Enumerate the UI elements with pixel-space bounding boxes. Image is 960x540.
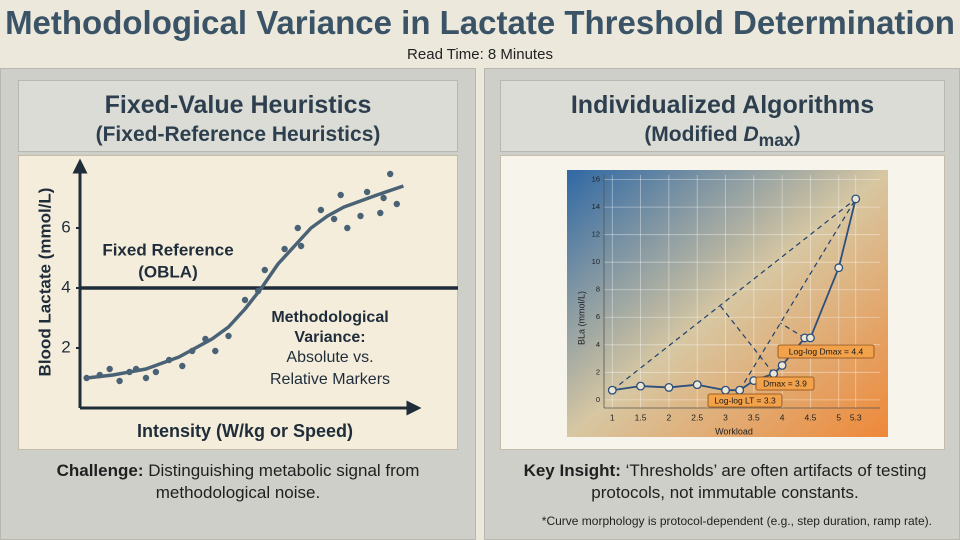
x-tick-label: 5 — [836, 412, 841, 422]
point — [344, 224, 351, 232]
panel-subheading: (Fixed-Reference Heuristics) — [95, 123, 381, 146]
point — [834, 263, 844, 273]
point — [281, 245, 288, 253]
point — [106, 365, 113, 373]
reference-label: (OBLA) — [138, 262, 197, 281]
y-tick-label: 16 — [592, 175, 600, 184]
point — [380, 194, 387, 202]
footer-text: Distinguishing metabolic signal from met… — [143, 461, 420, 502]
y-axis-label: BLa (mmol/L) — [576, 291, 586, 345]
footnote: *Curve morphology is protocol-dependent … — [541, 514, 932, 528]
annotation-box — [777, 344, 875, 359]
y-tick-label: 12 — [592, 230, 600, 239]
right-footer: Key Insight: ‘Thresholds’ are often arti… — [505, 460, 945, 504]
point — [387, 170, 394, 178]
point — [330, 215, 338, 223]
x-tick-label: 4.5 — [805, 412, 817, 422]
panel-heading: Individualized Algorithms — [570, 91, 875, 119]
y-tick-label: 2 — [596, 367, 600, 376]
footer-text: ‘Thresholds’ are often artifacts of test… — [591, 461, 927, 502]
annotation: Absolute vs. — [286, 349, 373, 366]
subheading-part: max — [758, 130, 794, 151]
point — [357, 212, 364, 220]
reference-label: Fixed Reference — [102, 240, 233, 259]
subheading-part: ) — [793, 123, 801, 146]
left-footer: Challenge: Distinguishing metabolic sign… — [18, 460, 458, 504]
point — [769, 369, 779, 379]
y-tick-label: 0 — [596, 395, 600, 404]
x-tick-label: 1 — [610, 412, 615, 422]
point — [212, 347, 219, 355]
subheading-part: D — [743, 123, 759, 146]
point — [851, 194, 861, 204]
point — [297, 242, 305, 250]
point — [636, 381, 646, 391]
title: Methodological Variance in Lactate Thres… — [5, 4, 955, 41]
point — [294, 224, 301, 232]
left-chart-area — [18, 155, 458, 450]
point — [805, 333, 815, 343]
x-tick-label: 1.5 — [635, 412, 647, 422]
panel-subheading: (Modified Dmax) — [501, 123, 944, 151]
y-tick-label: 8 — [596, 285, 600, 294]
y-axis-label: Blood Lactate (mmol/L) — [35, 188, 54, 377]
annotation: Variance: — [294, 329, 365, 346]
point — [337, 191, 344, 199]
construction-line — [739, 198, 857, 391]
y-tick-label: 4 — [596, 340, 600, 349]
y-tick-label: 2 — [61, 337, 70, 356]
point — [607, 385, 617, 395]
x-tick-label: 4 — [780, 412, 785, 422]
subtitle: Read Time: 8 Minutes — [407, 46, 553, 63]
x-axis-label: Workload — [715, 426, 753, 436]
point — [777, 360, 787, 370]
x-tick-label: 2 — [667, 412, 672, 422]
point — [152, 368, 160, 376]
point — [721, 385, 730, 395]
annotation: Methodological — [271, 309, 388, 326]
y-tick-label: 4 — [61, 277, 70, 296]
annotation: Dmax = 3.9 — [763, 378, 807, 388]
x-tick-label: 5.3 — [850, 412, 862, 422]
footer-label: Key Insight: — [523, 461, 621, 480]
annotation-box — [755, 376, 815, 391]
point — [261, 266, 268, 274]
subheading-part: (Modified — [644, 123, 744, 146]
x-tick-label: 3 — [723, 412, 728, 422]
annotation: Log-log Dmax = 4.4 — [789, 346, 864, 356]
right-header: Individualized Algorithms (Modified Dmax… — [500, 80, 945, 152]
point — [142, 374, 150, 382]
point — [116, 377, 123, 385]
x-tick-label: 3.5 — [748, 412, 760, 422]
fit-line — [86, 184, 404, 380]
y-tick-label: 6 — [596, 312, 600, 321]
panel-heading: Fixed-Value Heuristics — [104, 91, 372, 119]
point — [363, 188, 371, 196]
point — [393, 200, 400, 208]
construction-line — [611, 198, 857, 391]
point — [179, 362, 186, 370]
x-axis-label: Intensity (W/kg or Speed) — [137, 421, 353, 441]
point — [664, 383, 674, 392]
annotation: Relative Markers — [270, 371, 390, 388]
point — [225, 332, 232, 340]
point — [317, 206, 325, 214]
footer-label: Challenge: — [56, 461, 144, 480]
y-tick-label: 6 — [61, 217, 70, 236]
annotation: Log-log LT = 3.3 — [714, 395, 776, 405]
y-tick-label: 10 — [592, 257, 600, 266]
y-tick-label: 14 — [592, 202, 600, 211]
x-tick-label: 2.5 — [691, 412, 703, 422]
left-header: Fixed-Value Heuristics (Fixed-Reference … — [18, 80, 458, 152]
point — [241, 296, 249, 304]
construction-line — [719, 305, 775, 375]
point — [735, 385, 745, 395]
point — [377, 209, 384, 217]
construction-line — [780, 322, 806, 339]
point — [692, 380, 702, 390]
annotation-box — [707, 393, 783, 408]
